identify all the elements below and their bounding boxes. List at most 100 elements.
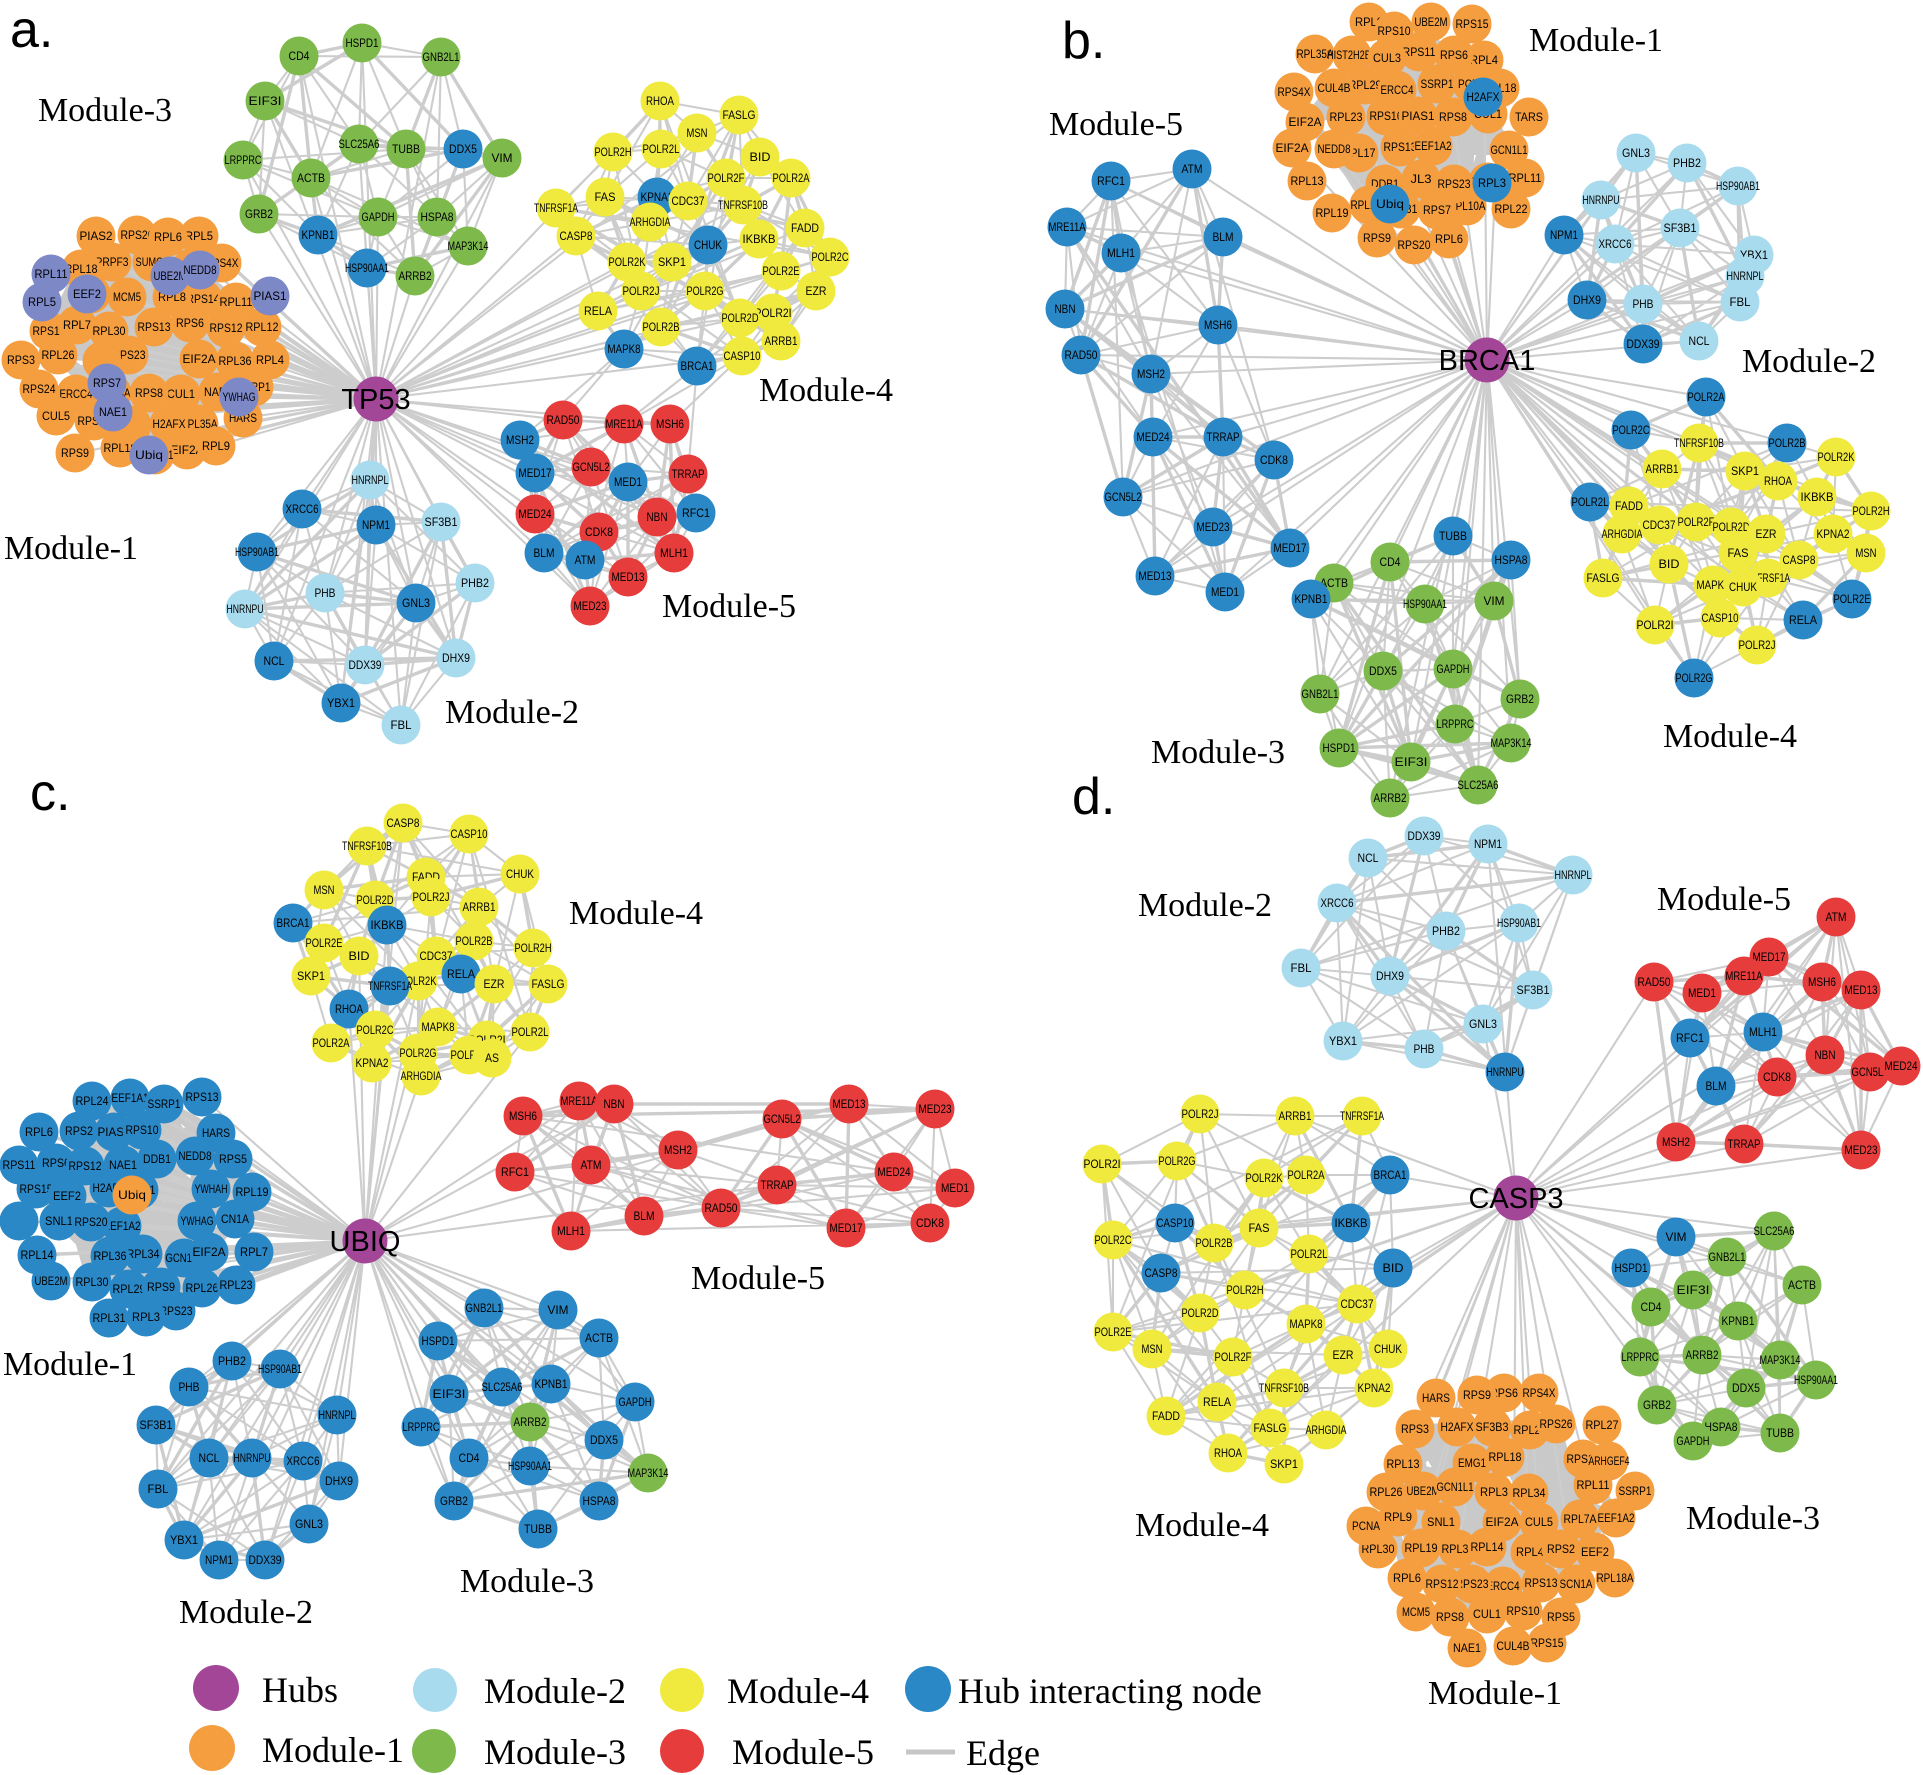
svg-text:HSP90AA1: HSP90AA1 bbox=[1403, 597, 1447, 611]
svg-text:Ubiq: Ubiq bbox=[1376, 197, 1404, 211]
svg-text:MRE11A: MRE11A bbox=[1049, 220, 1086, 234]
svg-text:MED1: MED1 bbox=[1688, 986, 1716, 1000]
svg-text:EIF2A: EIF2A bbox=[171, 443, 204, 457]
svg-text:ACTB: ACTB bbox=[1788, 1278, 1816, 1292]
svg-text:RPL26: RPL26 bbox=[186, 1281, 219, 1295]
svg-text:Module-5: Module-5 bbox=[732, 1732, 874, 1772]
svg-text:NEDD8: NEDD8 bbox=[184, 263, 217, 277]
svg-text:RFC1: RFC1 bbox=[1676, 1031, 1704, 1045]
svg-text:RAD50: RAD50 bbox=[1638, 975, 1671, 989]
svg-text:MED24: MED24 bbox=[1137, 430, 1170, 444]
svg-text:RHOA: RHOA bbox=[1764, 474, 1792, 488]
svg-text:RPS23: RPS23 bbox=[1456, 1577, 1489, 1591]
svg-text:POLR2B: POLR2B bbox=[1196, 1236, 1233, 1250]
svg-text:RPL35A: RPL35A bbox=[1297, 47, 1334, 61]
svg-text:HSPD1: HSPD1 bbox=[346, 36, 379, 50]
svg-text:HSP90AB1: HSP90AB1 bbox=[235, 545, 279, 559]
svg-text:ATM: ATM bbox=[581, 1158, 602, 1172]
svg-text:BID: BID bbox=[750, 150, 771, 164]
svg-text:SF3B1: SF3B1 bbox=[425, 515, 458, 529]
svg-text:POLR2F: POLR2F bbox=[1215, 1350, 1252, 1364]
svg-text:POLR2A: POLR2A bbox=[1688, 390, 1725, 404]
svg-text:ARRB1: ARRB1 bbox=[765, 334, 798, 348]
svg-text:RPL19: RPL19 bbox=[1316, 206, 1349, 220]
svg-text:H2AFX: H2AFX bbox=[1441, 1420, 1474, 1434]
svg-text:HARS: HARS bbox=[1422, 1391, 1450, 1405]
svg-text:RPL14: RPL14 bbox=[1471, 1540, 1504, 1554]
svg-text:ERCC4: ERCC4 bbox=[1381, 83, 1414, 97]
svg-text:NCL: NCL bbox=[264, 654, 285, 668]
svg-text:TNFRSF1A: TNFRSF1A bbox=[1340, 1109, 1384, 1123]
svg-text:GCN5L2: GCN5L2 bbox=[764, 1112, 801, 1126]
svg-text:IKBKB: IKBKB bbox=[1335, 1216, 1368, 1230]
svg-text:MAP3K14: MAP3K14 bbox=[1491, 736, 1532, 750]
svg-text:RPL36: RPL36 bbox=[219, 354, 252, 368]
svg-text:YWHAH: YWHAH bbox=[195, 1182, 228, 1196]
svg-text:Module-5: Module-5 bbox=[662, 588, 796, 625]
svg-text:RPL11: RPL11 bbox=[220, 295, 253, 309]
svg-text:MSH6: MSH6 bbox=[1808, 975, 1836, 989]
svg-text:PIAS1: PIAS1 bbox=[254, 289, 287, 303]
svg-text:NAE1: NAE1 bbox=[1453, 1641, 1481, 1655]
svg-text:ARRB2: ARRB2 bbox=[399, 269, 432, 283]
svg-text:BID: BID bbox=[1659, 557, 1680, 571]
svg-text:RPL36: RPL36 bbox=[94, 1249, 127, 1263]
svg-text:NBN: NBN bbox=[604, 1097, 625, 1111]
svg-text:ATM: ATM bbox=[575, 553, 596, 567]
svg-text:NAE1: NAE1 bbox=[99, 405, 127, 419]
svg-text:POLR2H: POLR2H bbox=[515, 941, 552, 955]
svg-text:HSPA8: HSPA8 bbox=[1705, 1420, 1738, 1434]
svg-text:DDX39: DDX39 bbox=[1408, 829, 1441, 843]
svg-text:DDB1: DDB1 bbox=[143, 1152, 171, 1166]
svg-text:RPL34: RPL34 bbox=[1513, 1486, 1546, 1500]
svg-text:EEF2: EEF2 bbox=[73, 287, 101, 301]
svg-text:CASP10: CASP10 bbox=[451, 827, 488, 841]
svg-text:MED17: MED17 bbox=[519, 466, 552, 480]
svg-text:CDC37: CDC37 bbox=[1643, 518, 1676, 532]
svg-text:EEF1A2: EEF1A2 bbox=[1415, 139, 1452, 153]
svg-text:GRB2: GRB2 bbox=[1643, 1398, 1671, 1412]
svg-text:SSRP1: SSRP1 bbox=[1619, 1484, 1652, 1498]
svg-text:XRCC6: XRCC6 bbox=[287, 1454, 320, 1468]
svg-text:CHUK: CHUK bbox=[506, 867, 534, 881]
svg-text:RPS6: RPS6 bbox=[1490, 1386, 1518, 1400]
svg-text:FAS: FAS bbox=[595, 190, 616, 204]
svg-text:CHUK: CHUK bbox=[694, 238, 722, 252]
svg-text:RPS9: RPS9 bbox=[61, 446, 89, 460]
svg-text:EMG1: EMG1 bbox=[1458, 1456, 1486, 1470]
svg-text:POLR2K: POLR2K bbox=[1246, 1171, 1283, 1185]
svg-text:RAD50: RAD50 bbox=[547, 413, 580, 427]
svg-text:RPL27: RPL27 bbox=[1586, 1418, 1619, 1432]
svg-text:RPL35A: RPL35A bbox=[181, 417, 218, 431]
svg-text:CHUK: CHUK bbox=[1729, 580, 1757, 594]
svg-text:RPS8: RPS8 bbox=[1436, 1610, 1464, 1624]
svg-text:HNRNPU: HNRNPU bbox=[234, 1451, 271, 1465]
svg-text:RPL5: RPL5 bbox=[185, 229, 213, 243]
svg-text:MAPK8: MAPK8 bbox=[608, 342, 641, 356]
svg-text:GAPDH: GAPDH bbox=[619, 1395, 652, 1409]
svg-text:HNRNPL: HNRNPL bbox=[319, 1408, 356, 1422]
svg-text:POLR2D: POLR2D bbox=[357, 893, 394, 907]
svg-text:Module-5: Module-5 bbox=[1049, 106, 1183, 143]
svg-text:SF3B1: SF3B1 bbox=[1517, 983, 1550, 997]
svg-text:YWHAG: YWHAG bbox=[181, 1214, 214, 1228]
svg-text:NBN: NBN bbox=[1055, 302, 1076, 316]
svg-text:RPS5: RPS5 bbox=[1547, 1610, 1575, 1624]
svg-text:FBL: FBL bbox=[391, 718, 412, 732]
svg-text:IKBKB: IKBKB bbox=[743, 232, 776, 246]
svg-text:POLR2A: POLR2A bbox=[313, 1036, 350, 1050]
svg-text:POLR2B: POLR2B bbox=[643, 320, 680, 334]
svg-text:RPL26: RPL26 bbox=[42, 348, 75, 362]
svg-text:POLR2G: POLR2G bbox=[1676, 671, 1713, 685]
svg-text:PHB2: PHB2 bbox=[218, 1354, 246, 1368]
svg-text:RPS13: RPS13 bbox=[1384, 140, 1417, 154]
svg-text:ARHGDIA: ARHGDIA bbox=[630, 215, 671, 229]
svg-text:RPL3: RPL3 bbox=[1480, 1485, 1508, 1499]
svg-text:CUL5: CUL5 bbox=[42, 409, 70, 423]
svg-text:MED24: MED24 bbox=[1885, 1059, 1918, 1073]
svg-text:RPS3: RPS3 bbox=[1401, 1422, 1429, 1436]
svg-text:NPM1: NPM1 bbox=[205, 1553, 233, 1567]
svg-text:MRE11A: MRE11A bbox=[606, 417, 643, 431]
svg-text:POLR2B: POLR2B bbox=[1769, 436, 1806, 450]
svg-text:XRCC6: XRCC6 bbox=[1321, 896, 1354, 910]
